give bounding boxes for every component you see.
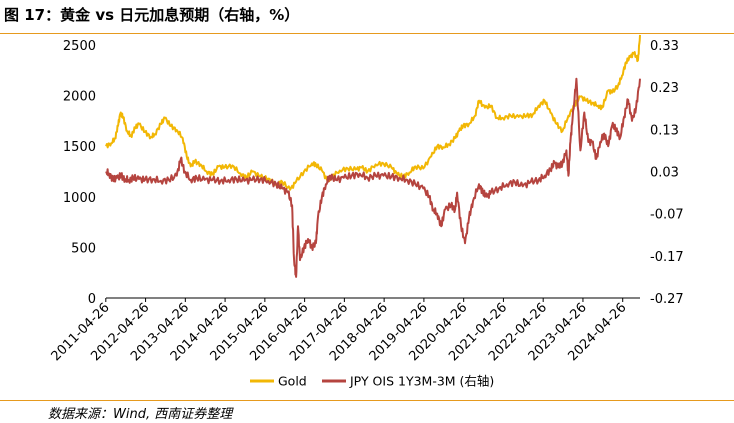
y-left-tick-label: 2500 <box>63 39 96 54</box>
y-right-tick-label: -0.27 <box>650 292 684 307</box>
series-line-gold <box>105 34 641 191</box>
line-chart: 0 500 1000 1500 2000 2500 -0.27 -0.17 -0.07 0.03 0… <box>49 34 684 389</box>
y-left-tick-label: 2000 <box>63 90 96 105</box>
source-note: 数据来源：Wind, 西南证券整理 <box>48 407 233 422</box>
title-divider <box>0 33 734 34</box>
y-right-tick-label: 0.03 <box>650 166 679 181</box>
chart-axes: 0 500 1000 1500 2000 2500 -0.27 -0.17 -0.07 0.03 0… <box>49 39 684 364</box>
y-left-tick-label: 1000 <box>63 191 96 206</box>
legend: Gold JPY OIS 1Y3M-3M (右轴) <box>250 374 494 389</box>
source-divider <box>0 400 734 401</box>
y-right-tick-label: -0.17 <box>650 250 684 265</box>
legend-label-jpy-ois: JPY OIS 1Y3M-3M (右轴) <box>349 374 494 389</box>
series-line-jpy-ois <box>105 77 641 278</box>
y-left-tick-label: 1500 <box>63 140 96 155</box>
y-right-tick-label: 0.23 <box>650 81 679 96</box>
series-layer <box>105 34 641 278</box>
legend-label-gold: Gold <box>278 374 307 389</box>
y-left-tick-label: 500 <box>71 241 96 256</box>
y-left-tick-label: 0 <box>88 292 96 307</box>
y-right-tick-label: 0.13 <box>650 123 679 138</box>
figure-title: 图 17：黄金 vs 日元加息预期（右轴，%） <box>4 6 300 24</box>
y-right-tick-label: 0.33 <box>650 39 679 54</box>
y-right-tick-label: -0.07 <box>650 208 684 223</box>
